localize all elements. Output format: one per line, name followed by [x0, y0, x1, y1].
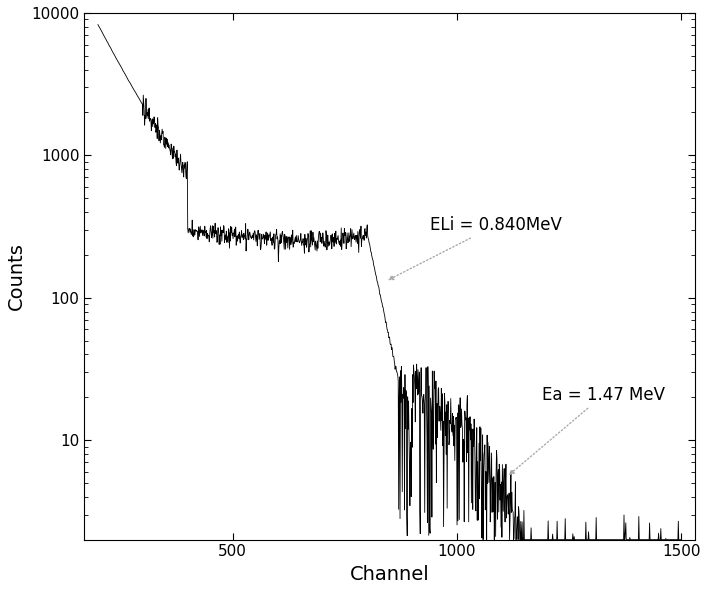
Text: Ea = 1.47 MeV: Ea = 1.47 MeV: [510, 386, 665, 475]
Text: ELi = 0.840MeV: ELi = 0.840MeV: [389, 216, 562, 280]
X-axis label: Channel: Channel: [350, 565, 430, 584]
Y-axis label: Counts: Counts: [7, 242, 26, 310]
